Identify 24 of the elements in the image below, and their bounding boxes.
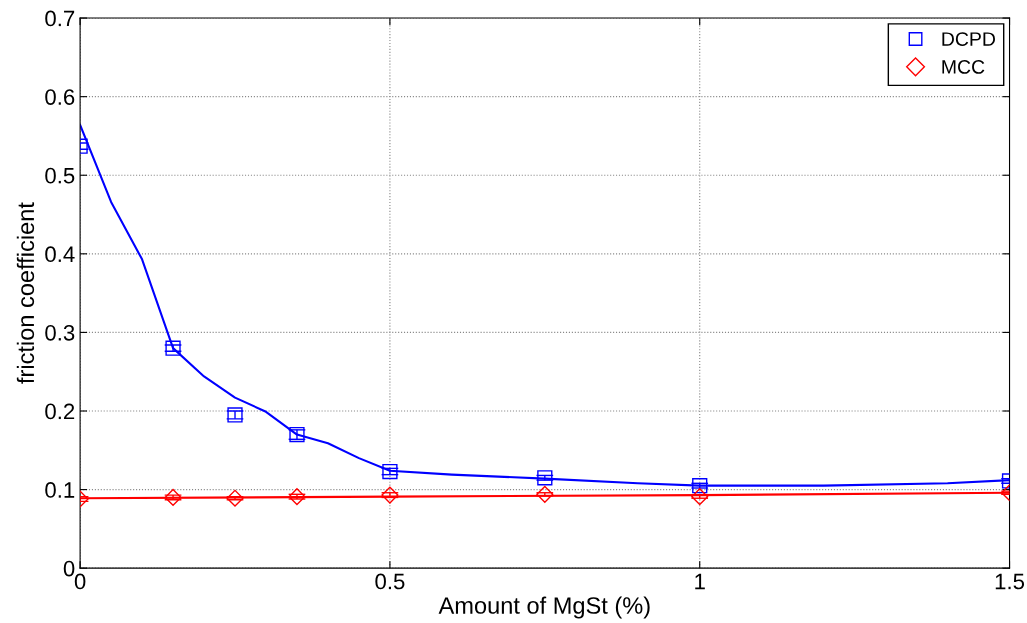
y-tick-label: 0 — [63, 560, 75, 577]
legend-label: MCC — [942, 60, 985, 74]
y-tick-label: 0.1 — [45, 482, 75, 498]
y-tick-label: 0.2 — [45, 403, 75, 420]
x-tick-label: 1 — [695, 573, 705, 590]
point — [382, 463, 398, 480]
x-tick-label: 1.5 — [995, 573, 1025, 590]
y-tick-label: 0.4 — [45, 246, 75, 263]
x-tick-label: 0.5 — [375, 573, 405, 590]
point — [537, 470, 553, 486]
point — [226, 489, 244, 507]
legend-label: DCPD — [942, 32, 995, 46]
x-tick-label: 0 — [74, 573, 86, 590]
point — [536, 485, 554, 503]
y-tick-label: 0.6 — [45, 89, 75, 105]
point — [381, 486, 399, 504]
point — [164, 488, 182, 506]
point — [165, 340, 181, 356]
y-tick-label: 0.3 — [45, 324, 75, 341]
point — [288, 488, 306, 506]
x-axis-title: Amount of MgSt (%) — [438, 596, 650, 619]
y-tick-label: 0.5 — [45, 167, 75, 184]
y-axis-title: friction coefficient — [16, 202, 35, 384]
y-tick-label: 0.7 — [45, 10, 75, 27]
